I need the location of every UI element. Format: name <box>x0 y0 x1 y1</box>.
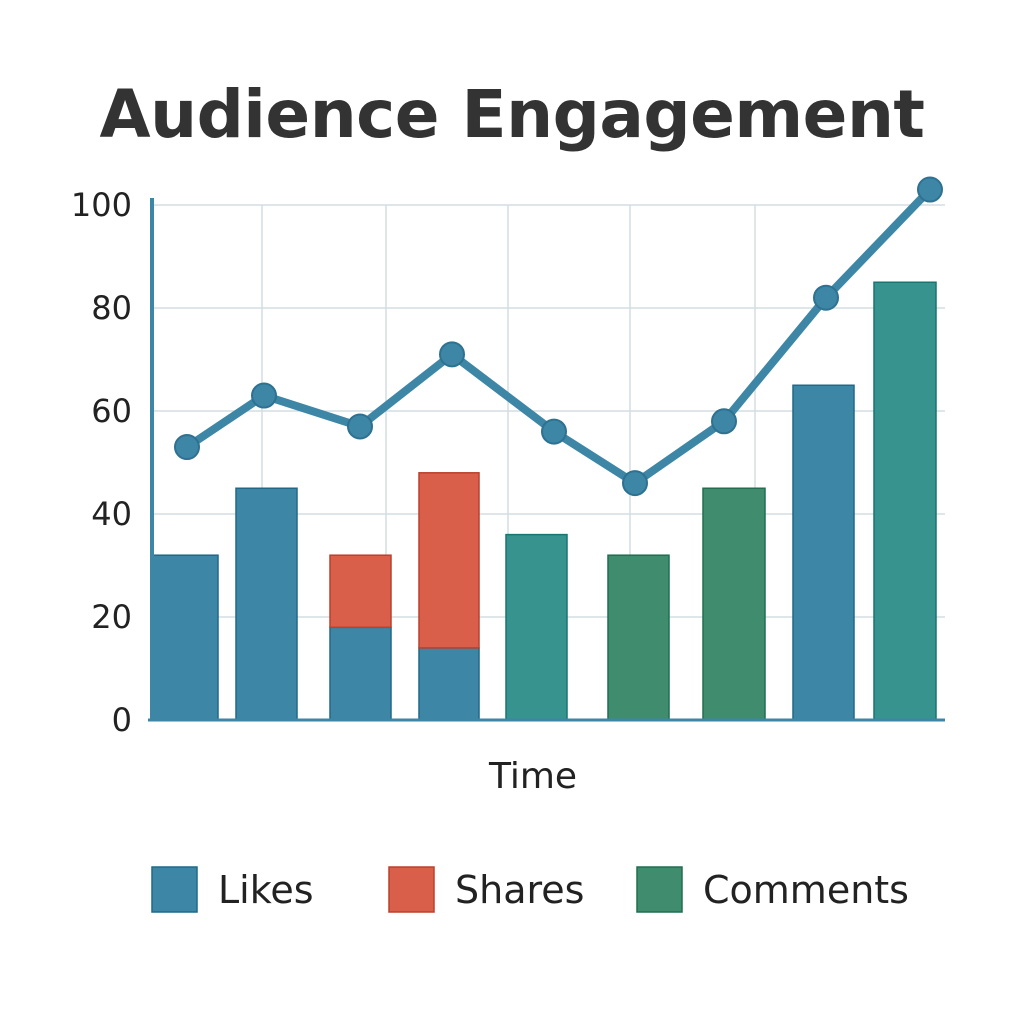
bar-1-likes <box>235 487 298 721</box>
bar-6-comments <box>702 487 766 721</box>
y-tick-label-5: 100 <box>71 186 132 224</box>
y-tick-label-1: 20 <box>91 598 132 636</box>
legend-label-shares: Shares <box>455 868 584 912</box>
trend-point-2 <box>347 413 373 440</box>
bars <box>151 281 937 721</box>
trend-point-6 <box>711 408 737 435</box>
chart-title: Audience Engagement <box>99 76 925 153</box>
y-tick-label-2: 40 <box>91 495 132 533</box>
trend-point-1 <box>251 382 277 409</box>
trend-point-3 <box>439 341 465 368</box>
bar-3-likes <box>418 647 480 721</box>
y-tick-label-0: 0 <box>112 701 132 739</box>
bar-7-likes <box>792 384 855 721</box>
bar-8-teal <box>873 281 937 721</box>
y-tick-labels: 0 20 40 60 80 100 <box>71 186 132 739</box>
bar-3-shares <box>418 472 480 649</box>
trend-point-8 <box>917 176 943 203</box>
bar-0-likes <box>151 554 219 721</box>
trend-point-4 <box>541 418 567 445</box>
legend-swatch-likes <box>151 866 198 913</box>
legend-label-comments: Comments <box>703 868 909 912</box>
trend-point-7 <box>813 284 839 311</box>
trend-point-5 <box>622 470 648 497</box>
legend: Likes Shares Comments <box>151 866 909 913</box>
legend-swatch-shares <box>388 866 435 913</box>
bar-5-comments <box>607 554 670 721</box>
bar-2-likes <box>329 626 392 721</box>
x-axis-title: Time <box>488 756 577 797</box>
bar-4-teal <box>505 533 568 721</box>
y-tick-label-3: 60 <box>91 392 132 430</box>
legend-label-likes: Likes <box>218 868 314 912</box>
axes <box>148 198 945 722</box>
trend-point-0 <box>174 434 200 461</box>
legend-swatch-comments <box>636 866 683 913</box>
trend-line <box>174 176 943 497</box>
y-tick-label-4: 80 <box>91 289 132 327</box>
bar-2-shares <box>329 554 392 629</box>
